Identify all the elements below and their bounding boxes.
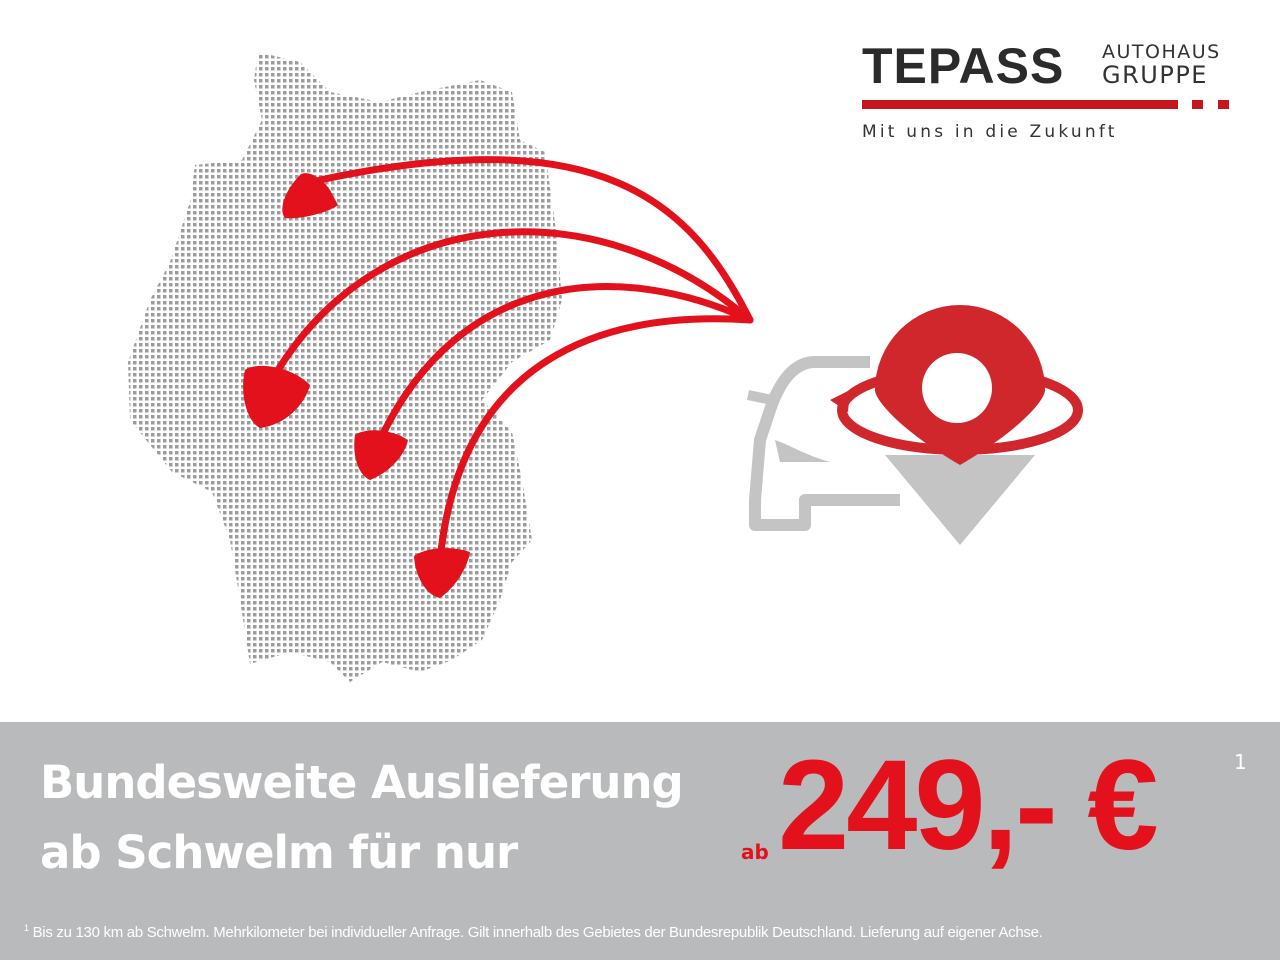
logo-sub-line1: AUTOHAUS (1102, 41, 1221, 63)
location-pin-icon (830, 305, 1083, 545)
headline-line2: ab Schwelm für nur (40, 826, 518, 879)
logo-tagline: Mit uns in die Zukunft (862, 122, 1118, 142)
offer-banner: Bundesweite Auslieferung ab Schwelm für … (0, 722, 1280, 960)
price-prefix: ab (741, 840, 769, 864)
logo-square (1192, 100, 1203, 109)
logo-subtitle: AUTOHAUS GRUPPE (1102, 42, 1221, 88)
delivery-arrows (271, 156, 754, 564)
price: 249,- € (778, 734, 1158, 877)
arrowheads (243, 173, 470, 598)
logo-square (1218, 100, 1229, 109)
logo-brand: TEPASS (862, 38, 1065, 94)
logo-bar (862, 100, 1178, 109)
footnote-marker-small: 1 (24, 923, 29, 933)
footnote: 1 Bis zu 130 km ab Schwelm. Mehrkilomete… (24, 923, 1043, 941)
footnote-text: Bis zu 130 km ab Schwelm. Mehrkilometer … (32, 924, 1043, 941)
car-icon (746, 356, 900, 531)
headline-line1: Bundesweite Auslieferung (40, 756, 684, 809)
headline: Bundesweite Auslieferung ab Schwelm für … (40, 748, 684, 888)
logo-sub-line2: GRUPPE (1102, 61, 1208, 89)
footnote-marker: 1 (1234, 750, 1247, 774)
germany-dot-map (128, 52, 562, 682)
